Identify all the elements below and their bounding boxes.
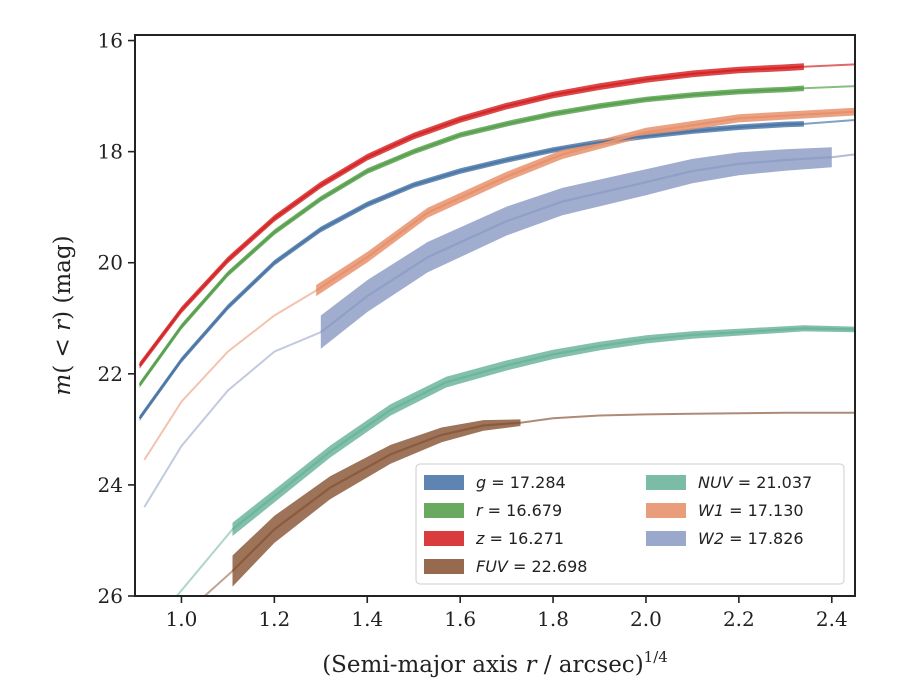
x-tick-label: 2.4 [816,607,848,631]
legend-value: = 17.130 [724,501,804,520]
series-r-band [139,85,804,388]
series-w1-ext-low [143,289,317,461]
legend-label-r: r = 16.679 [476,501,562,520]
y-axis-label-unit: (mag) [50,235,76,311]
series-fuv-ext-high [520,411,855,424]
x-axis-label-var: r [525,652,538,678]
legend-label-nuv: NUV = 21.037 [698,473,812,492]
y-tick-label: 26 [98,584,123,608]
plot-frame [134,34,856,597]
legend-value: = 17.284 [486,473,566,492]
legend-swatch-g [424,475,464,490]
x-tick-label: 1.2 [258,607,290,631]
legend-swatch-nuv [646,475,686,490]
series-w2-ext-low [143,331,322,508]
series-nuv-band [232,325,855,536]
x-tick-label: 2.2 [723,607,755,631]
series-w1-line [315,110,855,292]
series-z-ext-high [803,63,855,68]
legend-var: W1 [698,501,724,520]
x-tick-label: 2.0 [630,607,662,631]
legend-swatch-w2 [646,531,686,546]
legend-box [415,463,845,585]
legend-swatch-r [424,503,464,518]
series-w2-line [320,156,832,334]
legend-value: = 17.826 [724,529,804,548]
y-axis-label-var: m [50,374,76,396]
series-fuv-ext-low [204,570,234,596]
legend-var: FUV [476,557,509,576]
legend-var: r [476,501,484,520]
series-z-line [138,65,804,367]
legend-var: W2 [698,529,724,548]
x-axis-ticks: 1.0 1.2 1.4 1.6 1.8 2.0 2.2 2.4 [166,596,848,631]
legend-label-g: g = 17.284 [476,473,566,492]
series-g-ext-high [803,119,855,125]
legend-label-fuv: FUV = 22.698 [476,557,587,576]
y-axis-label-close: ) [50,311,76,320]
y-tick-label: 24 [98,473,123,497]
legend-label-w1: W1 = 17.130 [698,501,804,520]
legend-label-z: z = 16.271 [475,529,564,548]
legend-var: z [475,529,485,548]
series-nuv-line [231,327,855,531]
series-w2-ext-high [831,153,855,159]
legend-swatch-z [424,531,464,546]
y-tick-label: 22 [98,362,123,386]
x-axis-label-prefix: (Semi-major axis [322,652,525,678]
legend-value: = 16.271 [484,529,564,548]
y-axis-label: m( < r) (mag) [50,235,76,395]
legend-var: NUV [698,473,734,492]
y-tick-label: 20 [98,251,123,275]
x-axis-label-mid: / arcsec) [536,652,643,678]
legend-var: g [476,473,486,492]
series-nuv-ext-low [176,528,234,596]
x-tick-label: 1.0 [166,607,198,631]
y-axis-label-var2: r [50,318,76,331]
x-tick-label: 1.6 [444,607,476,631]
legend-label-w2: W2 = 17.826 [698,529,804,548]
legend-swatch-fuv [424,559,464,574]
x-axis-label: (Semi-major axis r / arcsec)1/4 [322,648,668,678]
series-r-line [138,87,804,386]
series-fuv-band [232,419,521,587]
y-axis-label-open: ( [50,365,76,374]
legend-swatch-w1 [646,503,686,518]
x-tick-label: 1.8 [537,607,569,631]
series-r-ext-high [803,85,855,90]
y-axis-label-lt: < [50,331,76,365]
series-w2-band [320,147,832,349]
y-tick-label: 16 [98,29,123,53]
series-g-line [138,122,804,419]
legend-value: = 16.679 [483,501,563,520]
series-fuv-line [231,421,521,572]
y-tick-label: 18 [98,140,123,164]
x-axis-label-sup: 1/4 [644,648,668,666]
y-axis-ticks: 16 18 20 22 24 26 [98,29,135,608]
x-tick-label: 1.4 [351,607,383,631]
series-z-band [139,63,804,369]
legend-value: = 22.698 [508,557,588,576]
series-lines [138,63,855,596]
legend-value: = 21.037 [733,473,813,492]
